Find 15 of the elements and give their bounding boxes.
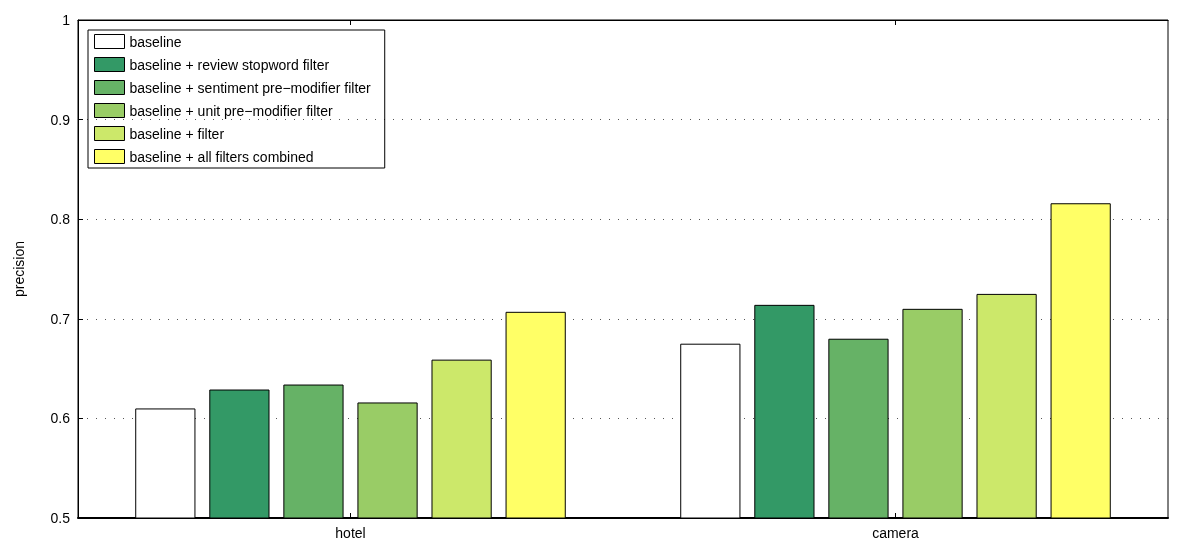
- y-tick-label: 0.9: [50, 111, 71, 128]
- y-tick-label: 0.5: [50, 510, 71, 526]
- legend-label: baseline + sentiment pre−modifier filter: [129, 79, 372, 96]
- legend-label: baseline + filter: [129, 125, 225, 142]
- y-tick-label: 0.6: [50, 410, 71, 427]
- y-axis-title: precision: [11, 240, 27, 298]
- legend-label: baseline + review stopword filter: [129, 56, 330, 73]
- legend-label: baseline: [129, 33, 182, 50]
- legend-label: baseline + unit pre−modifier filter: [129, 102, 333, 119]
- y-tick-label: 0.7: [50, 310, 71, 327]
- y-tick-label: 0.8: [50, 211, 71, 228]
- x-tick-label: hotel: [335, 525, 366, 541]
- legend-label: baseline + all filters combined: [129, 148, 314, 165]
- x-tick-label: camera: [872, 525, 920, 541]
- y-tick-label: 1: [62, 12, 71, 28]
